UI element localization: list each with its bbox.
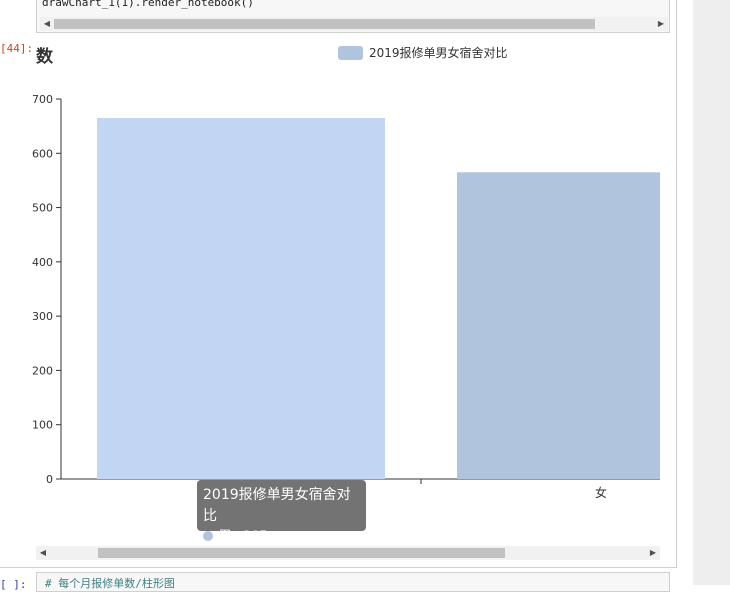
y-axis: 700 600 500 400 300 200 100 0: [32, 93, 62, 486]
output-horizontal-scrollbar[interactable]: ◀ ▶: [36, 546, 660, 560]
bar-male: [97, 118, 385, 479]
page-gutter: [693, 0, 730, 585]
y-tick-label: 0: [46, 473, 53, 486]
tooltip-series-dot: [203, 531, 213, 541]
legend-label: 2019报修单男女宿舍对比: [369, 46, 508, 60]
output-prompt: [44]:: [0, 42, 34, 55]
bar-female: [457, 172, 660, 479]
tooltip-title: 2019报修单男女宿舍对比: [203, 487, 351, 524]
next-code-line: # 每个月报修单数/柱形图: [45, 577, 175, 590]
y-tick-label: 200: [32, 364, 53, 377]
chart-title: 数: [36, 47, 53, 67]
scroll-left-arrow-icon[interactable]: ◀: [43, 19, 51, 28]
y-tick-label: 700: [32, 93, 53, 106]
scroll-right-arrow-icon[interactable]: ▶: [657, 19, 665, 28]
bar-chart: 700 600 500 400 300 200 100 0 女: [32, 93, 660, 500]
code-horizontal-scrollbar[interactable]: ◀ ▶: [40, 17, 668, 31]
x-tick-label: 女: [595, 485, 607, 500]
chart-legend[interactable]: 2019报修单男女宿舍对比: [338, 44, 508, 61]
scroll-left-arrow-icon[interactable]: ◀: [39, 548, 47, 557]
y-tick-label: 100: [32, 419, 53, 432]
y-tick-label: 600: [32, 147, 53, 160]
scrollbar-thumb[interactable]: [98, 548, 505, 558]
scroll-right-arrow-icon[interactable]: ▶: [649, 548, 657, 557]
y-tick-label: 400: [32, 256, 53, 269]
legend-swatch: [338, 45, 363, 60]
next-code-cell[interactable]: # 每个月报修单数/柱形图: [36, 572, 670, 592]
y-tick-label: 300: [32, 310, 53, 323]
chart-tooltip: 2019报修单男女宿舍对比 男: 665: [197, 480, 366, 545]
tooltip-value: 男: 665: [218, 529, 268, 545]
bars: [97, 118, 660, 479]
scrollbar-thumb[interactable]: [54, 19, 595, 29]
output-cell: [0, 0, 677, 568]
y-tick-label: 500: [32, 202, 53, 215]
code-line: drawChart_1(1).render_notebook(): [42, 0, 254, 9]
